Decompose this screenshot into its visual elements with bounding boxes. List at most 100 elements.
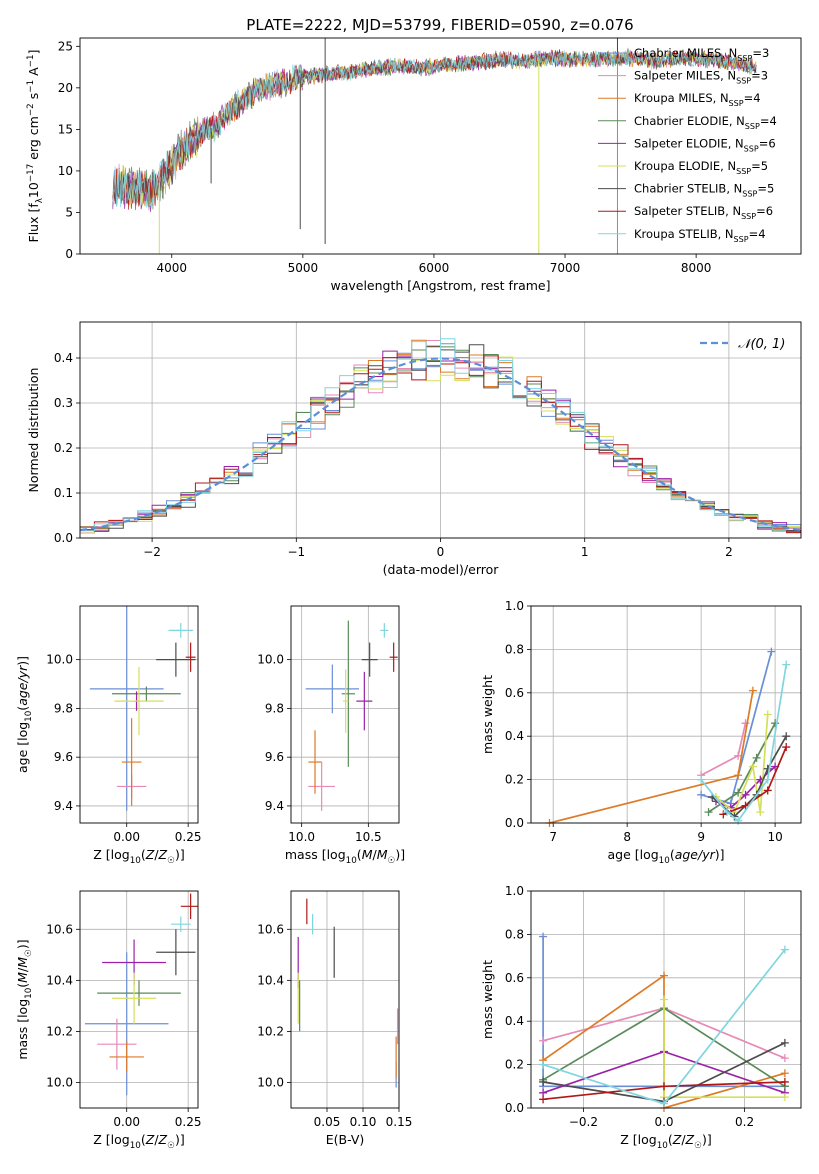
x-tick-label: 0.0 [654,1115,673,1129]
legend-entry: Salpeter STELIB, NSSP=6 [634,204,773,221]
x-tick-label: 6000 [419,261,450,275]
weight-marker [697,790,706,799]
y-tick-label: 10 [58,164,73,178]
x-tick-label: 10.0 [288,830,315,844]
x-tick-label: −2 [143,545,161,559]
y-tick-label: 5 [65,205,73,219]
y-tick-label: 0.0 [54,531,73,545]
legend-entry: Chabrier MILES, NSSP=3 [634,46,769,63]
x-axis-label: wavelength [Angstrom, rest frame] [330,278,550,293]
weight-marker [734,788,743,797]
spectrum-line [112,49,757,211]
legend-entry: 𝒩(0, 1) [738,337,785,352]
legend-entry: Salpeter ELODIE, NSSP=6 [634,136,776,153]
y-tick-label: 0.1 [54,486,73,500]
legend-entry: Chabrier ELODIE, NSSP=4 [634,114,777,131]
x-axis-label: mass [log10(M/M☉)] [285,847,405,866]
plot-frame [79,321,802,539]
plot-frame [79,37,802,255]
weight-marker [723,808,732,817]
y-tick-label: 9.8 [54,701,73,715]
spectrum-panel: 4000 5000 6000 7000 8000 0 5 10 15 20 25 wavelength… [26,37,802,293]
weight-marker [780,1038,789,1047]
weight-marker [704,808,713,817]
plot-frame [79,605,199,824]
x-axis-label: Z [log10(Z/Z☉)] [93,1132,185,1151]
plot-frame [530,605,802,824]
weight-marker [752,753,761,762]
y-tick-label: 0.4 [505,729,524,743]
x-tick-label: 0.25 [175,1115,202,1129]
weight-marker [741,719,750,728]
spectrum-line [112,49,757,209]
y-axis-label: mass weight [480,960,495,1039]
y-tick-label: 10.6 [257,922,284,936]
weight-marker [539,1095,548,1104]
weight-marker [780,1093,789,1102]
weight-marker [782,660,791,669]
y-tick-label: 10.0 [257,1075,284,1089]
y-tick-label: 10.6 [46,922,73,936]
y-tick-label: 9.4 [54,799,73,813]
weight-marker [763,764,772,773]
y-tick-label: 0.6 [505,686,524,700]
y-tick-label: 9.6 [54,750,73,764]
x-tick-label: 0.2 [735,1115,754,1129]
legend-entry: Kroupa MILES, NSSP=4 [634,91,761,108]
y-axis-label: Normed distribution [26,368,41,493]
weight-marker [748,762,757,771]
y-tick-label: 0.0 [505,1101,524,1115]
weight-marker [748,686,757,695]
y-tick-label: 25 [58,39,73,53]
weight-vs-age-panel: 7 8 9 10 0.0 0.2 0.4 0.6 0.8 1.0 age [log10(age/yr… [480,599,802,866]
x-axis-label: (data-model)/error [383,562,500,577]
plot-frame [79,890,199,1109]
x-tick-label: 0 [437,545,445,559]
x-tick-label: 8 [623,830,631,844]
x-tick-label: 7 [549,830,557,844]
legend-entry: Kroupa ELODIE, NSSP=5 [634,159,768,176]
y-tick-label: 0.2 [505,1058,524,1072]
weight-vs-metallicity-panel: −0.2 0.0 0.2 0.0 0.2 0.4 0.6 0.8 1.0 Z [log10(Z/Z… [480,884,802,1151]
y-tick-label: 10.0 [46,653,73,667]
weight-marker [771,719,780,728]
weight-marker [767,647,776,656]
y-tick-label: 0 [65,247,73,261]
residuals-panel: −2 −1 0 1 2 0.0 0.1 0.2 0.3 0.4 (data-model)/error… [26,321,802,577]
y-axis-label: Flux [fλ10−17 erg cm−2 s−1 A−1] [26,50,45,243]
x-axis-label: Z [log10(Z/Z☉)] [620,1132,712,1151]
y-tick-label: 10.2 [46,1024,73,1038]
weight-marker [539,1060,548,1069]
x-tick-label: 5000 [288,261,319,275]
x-tick-label: 0.25 [175,830,202,844]
y-tick-label: 0.8 [505,642,524,656]
y-tick-label: 0.8 [505,927,524,941]
weight-marker [539,932,548,941]
plot-frame [290,605,400,824]
weight-marker [756,808,765,817]
y-tick-label: 0.3 [54,396,73,410]
weight-marker [780,1077,789,1086]
y-tick-label: 20 [58,81,73,95]
weight-marker [780,1054,789,1063]
y-tick-label: 10.0 [257,653,284,667]
mass-vs-metallicity-panel: 0.00 0.25 10.0 10.2 10.4 10.6 Z [log10(Z/Z☉)] m… [15,890,202,1151]
weight-line [542,936,785,1088]
x-tick-label: 0.10 [350,1115,377,1129]
y-axis-label: mass [log10(M/M☉)] [15,939,34,1059]
histogram-step [80,338,801,532]
weight-marker [780,1069,789,1078]
x-axis-label: age [log10(age/yr)] [607,847,724,866]
y-tick-label: 9.6 [265,750,284,764]
weight-marker [780,945,789,954]
y-tick-label: 9.8 [265,701,284,715]
y-tick-label: 9.4 [265,799,284,813]
x-tick-label: 0.00 [113,1115,140,1129]
weight-marker [697,775,706,784]
weight-marker [659,971,668,980]
mass-vs-ebv-panel: 0.05 0.10 0.15 10.0 10.2 10.4 10.6 E(B-V) [257,890,412,1147]
x-tick-label: 8000 [681,261,712,275]
y-tick-label: 0.2 [54,441,73,455]
y-tick-label: 0.2 [505,773,524,787]
